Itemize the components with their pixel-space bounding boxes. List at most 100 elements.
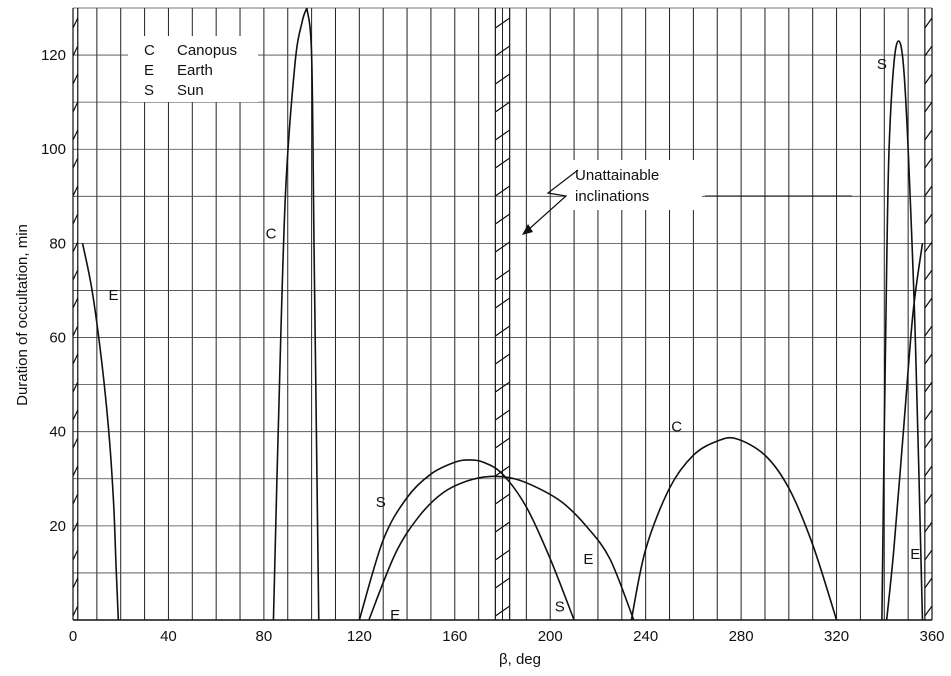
hatch-mark [72,73,79,85]
hatch-mark [72,101,79,113]
y-tick-labels: 20 40 60 80 100 120 [41,47,66,535]
curve-e-4 [368,475,635,621]
curve-label-s-6: S [877,56,887,73]
x-tick-label-280: 280 [729,628,754,645]
hatch-mark [72,437,79,449]
unattainable-region-0 [72,8,79,620]
hatch-mark [494,297,511,309]
hatch-mark [494,213,511,225]
annotation-arrowhead [522,224,533,235]
legend-label-earth: Earth [177,62,213,79]
hatch-mark [924,213,933,225]
curve-c-5 [630,436,838,621]
hatch-mark [72,549,79,561]
hatch-mark [72,45,79,57]
hatch-mark [924,101,933,113]
extra-curve-label-1: S [555,598,565,615]
hatch-mark [924,129,933,141]
hatch-mark [924,577,933,589]
grid [72,7,933,621]
hatch-mark [494,353,511,365]
hatch-mark [924,241,933,253]
hatch-mark [494,381,511,393]
legend-label-sun: Sun [177,82,204,99]
hatch-mark [72,241,79,253]
x-tick-label-320: 320 [824,628,849,645]
hatch-mark [494,45,511,57]
extra-curve-label-0: E [583,551,593,568]
hatch-mark [924,269,933,281]
hatch-mark [494,325,511,337]
y-axis-label: Duration of occultation, min [14,224,31,406]
y-tick-label-120: 120 [41,47,66,64]
curve-s-3 [358,459,575,621]
hatch-mark [72,577,79,589]
hatch-mark [72,381,79,393]
hatch-mark [72,185,79,197]
curve-label-c-5: C [671,419,682,436]
hatch-mark [72,17,79,29]
legend-key-c: C [144,42,155,59]
curve-label-s-3: S [376,494,386,511]
hatch-mark [72,157,79,169]
hatch-mark [72,353,79,365]
x-tick-labels: 0 40 80 120 160 200 240 280 320 360 [69,628,945,645]
hatch-mark [924,381,933,393]
x-tick-label-80: 80 [256,628,273,645]
hatch-mark [494,73,511,85]
x-tick-label-200: 200 [538,628,563,645]
hatch-mark [494,521,511,533]
hatch-mark [494,241,511,253]
hatch-mark [924,157,933,169]
hatch-mark [72,129,79,141]
hatch-mark [924,521,933,533]
x-tick-label-160: 160 [442,628,467,645]
hatch-mark [72,213,79,225]
legend-label-canopus: Canopus [177,42,237,59]
unattainable-annotation: Unattainable inclinations [522,160,852,235]
hatch-mark [924,297,933,309]
legend-background [128,36,258,102]
hatch-mark [72,409,79,421]
y-tick-label-20: 20 [49,518,66,535]
hatch-mark [494,129,511,141]
curve-label-e-0: E [109,287,119,304]
hatch-mark [494,465,511,477]
y-tick-label-80: 80 [49,235,66,252]
legend-key-e: E [144,62,154,79]
curve-label-e-4: E [390,607,400,624]
hatch-mark [924,325,933,337]
curve-e-7 [885,243,924,621]
hatch-mark [72,605,79,617]
hatch-mark [924,549,933,561]
hatch-mark [494,185,511,197]
legend: C Canopus E Earth S Sun [128,36,258,102]
legend-key-s: S [144,82,154,99]
unattainable-region-1 [494,8,511,620]
x-tick-label-120: 120 [347,628,372,645]
hatch-mark [924,185,933,197]
unattainable-region-2 [924,8,933,620]
hatch-mark [494,493,511,505]
annotation-lightning-arrow [527,169,579,231]
hatch-mark [72,269,79,281]
hatch-mark [494,605,511,617]
hatch-mark [494,577,511,589]
annotation-line-2: inclinations [575,188,649,205]
curve-c-1 [272,7,308,621]
hatch-mark [494,549,511,561]
curve-e-0 [81,243,120,621]
hatch-mark [72,465,79,477]
x-tick-label-360: 360 [919,628,944,645]
hatch-mark [72,325,79,337]
y-tick-label-100: 100 [41,141,66,158]
hatch-mark [924,409,933,421]
curve-label-e-7: E [910,546,920,563]
annotation-background [566,160,702,210]
curve-c-2 [306,7,320,621]
y-tick-label-60: 60 [49,330,66,347]
y-tick-label-40: 40 [49,424,66,441]
hatch-mark [924,437,933,449]
